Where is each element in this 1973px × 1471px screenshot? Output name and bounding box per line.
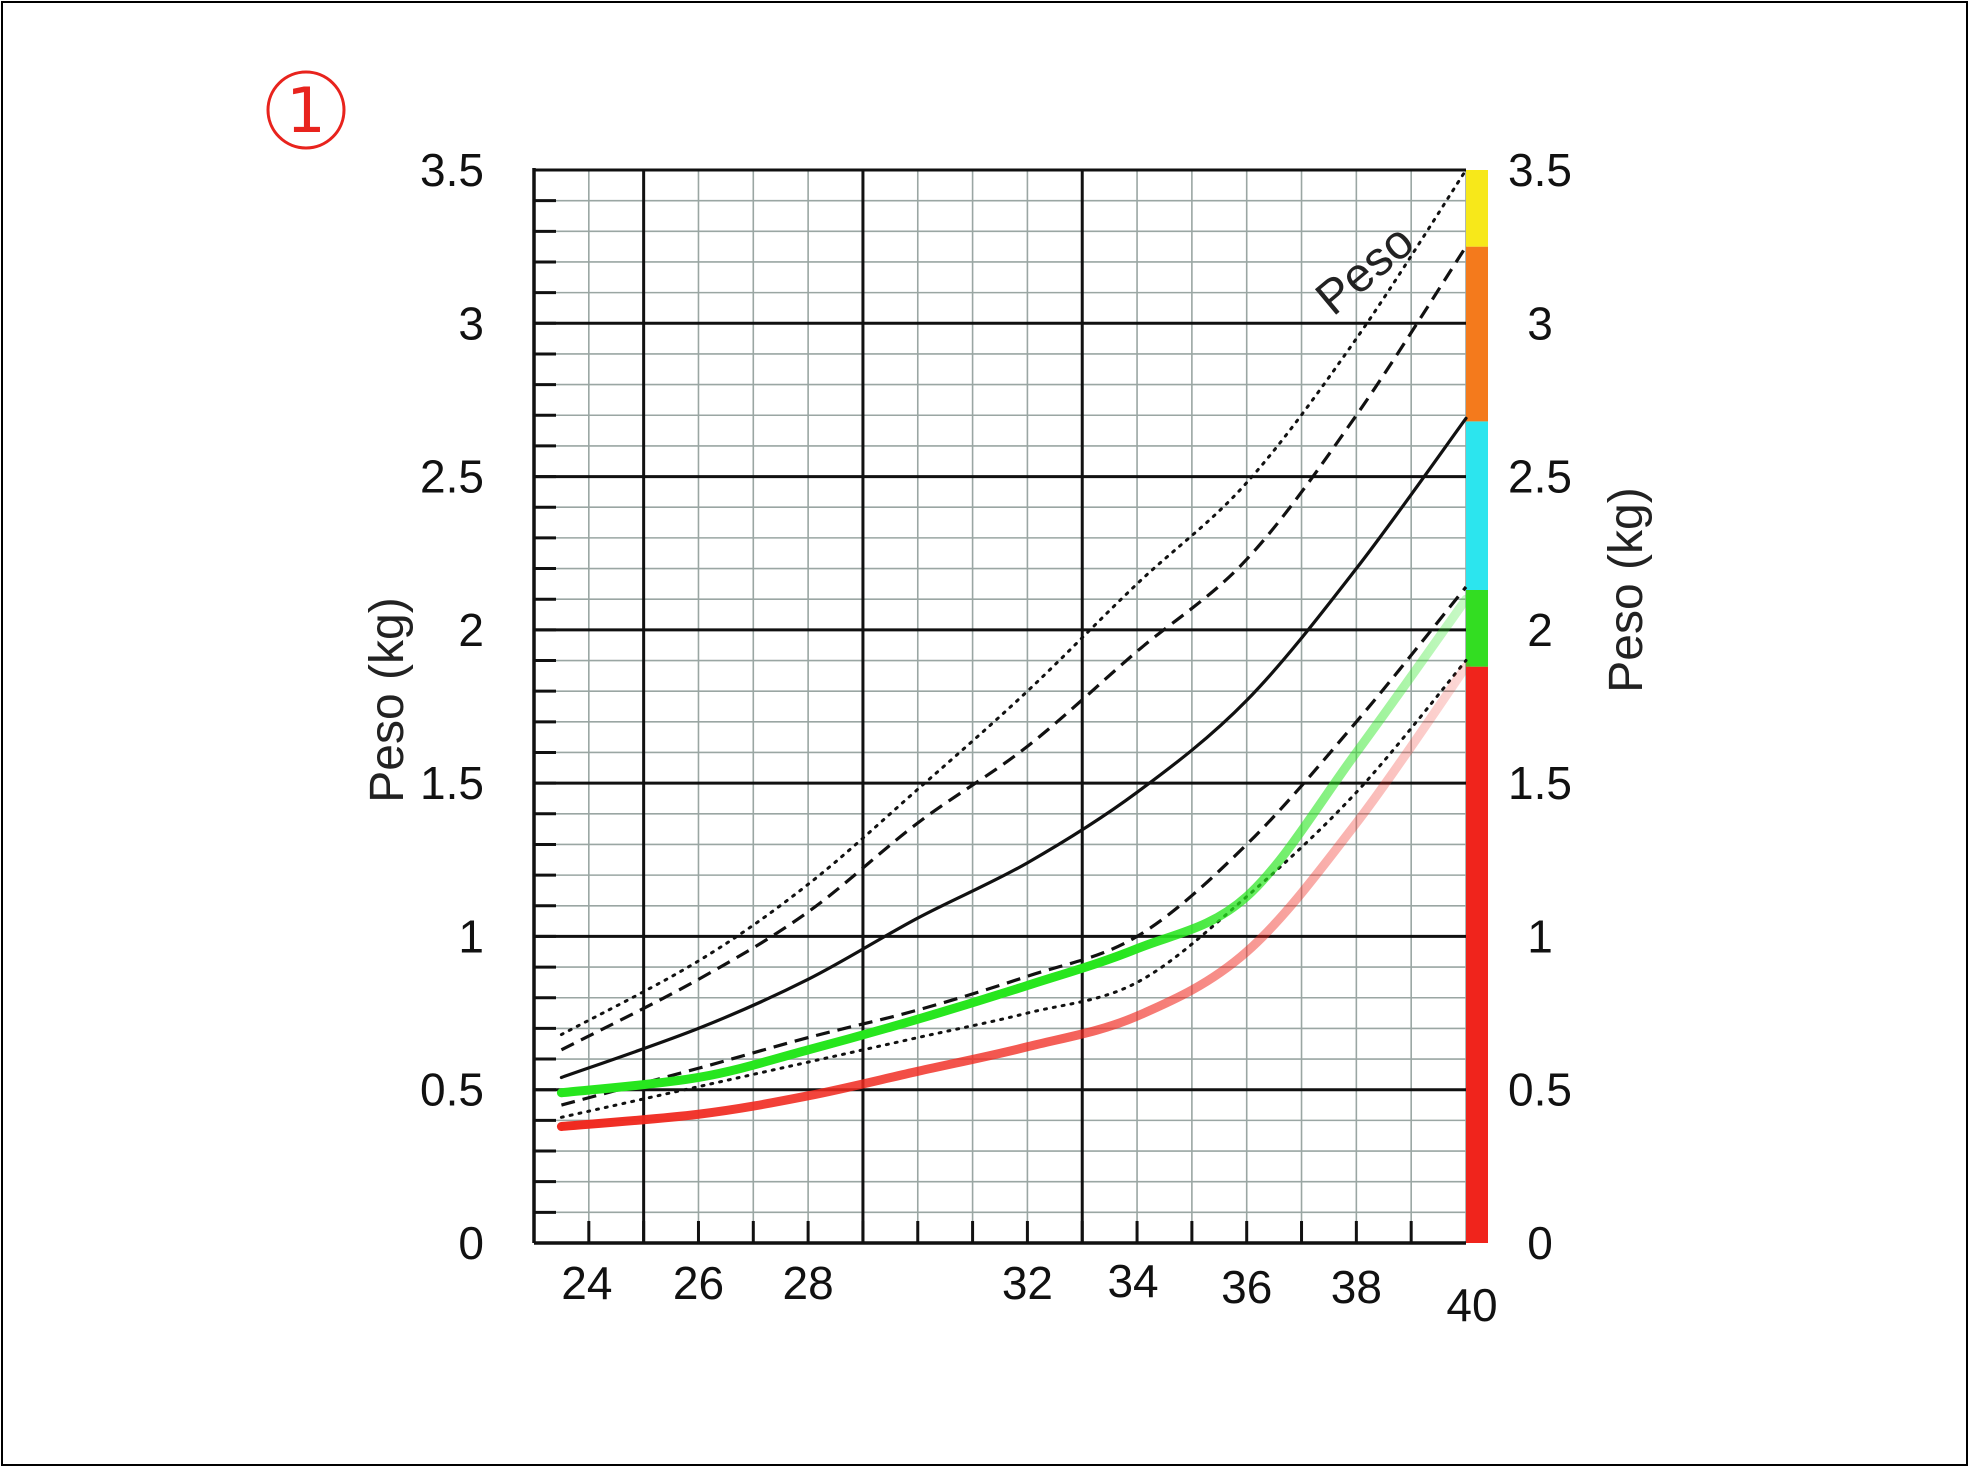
- curve-thick-6: [556, 594, 1471, 1098]
- x-tick-label: 38: [1331, 1261, 1382, 1313]
- x-tick-label: 34: [1107, 1255, 1158, 1307]
- y-tick-label-right: 3: [1527, 297, 1553, 349]
- badge: 1: [266, 70, 346, 150]
- y-axis-title-right: Peso (kg): [1600, 487, 1653, 692]
- y-tick-label-left: 2.5: [420, 451, 484, 503]
- curve-thick-7: [556, 662, 1471, 1131]
- y-tick-label-left: 2: [458, 604, 484, 656]
- y-tick-label-left: 3.5: [420, 144, 484, 196]
- axes: [532, 168, 1466, 1245]
- curves: [556, 168, 1471, 1131]
- x-tick-label: 36: [1221, 1261, 1272, 1313]
- color-band: [1466, 170, 1488, 247]
- curve-dotted-5: [559, 659, 1468, 1119]
- tick-labels: 24 26 28 32 34 36 38 40 0 0 0.5 0.5 1 1 1.5 1.5 2 2 2.5 2.5…: [420, 144, 1572, 1331]
- x-tick-label: 32: [1002, 1257, 1053, 1309]
- x-tick-label: 24: [561, 1257, 612, 1309]
- y-tick-label-right: 1.5: [1508, 757, 1572, 809]
- y-tick-label-right: 3.5: [1508, 144, 1572, 196]
- x-tick-label: 26: [673, 1257, 724, 1309]
- y-tick-label-right: 2.5: [1508, 451, 1572, 503]
- badge-circle: [266, 70, 346, 150]
- color-band: [1466, 666, 1488, 1243]
- color-band: [1466, 421, 1488, 591]
- badge-number: 1: [286, 74, 325, 147]
- y-tick-label-left: 0.5: [420, 1064, 484, 1116]
- color-band: [1466, 246, 1488, 422]
- y-tick-label-left: 1.5: [420, 757, 484, 809]
- y-tick-label-left: 0: [458, 1217, 484, 1269]
- curve-solid-3: [559, 416, 1468, 1080]
- y-tick-label-right: 2: [1527, 604, 1553, 656]
- curve-dotted-1: [559, 168, 1468, 1037]
- x-tick-label: 40: [1446, 1279, 1497, 1331]
- color-scale-bar: [1466, 170, 1488, 1243]
- color-band: [1466, 590, 1488, 667]
- y-tick-label-left: 1: [458, 910, 484, 962]
- y-tick-label-right: 0: [1527, 1217, 1553, 1269]
- y-axis-title-left: Peso (kg): [361, 597, 414, 802]
- y-tick-label-right: 1: [1527, 910, 1553, 962]
- y-tick-label-right: 0.5: [1508, 1064, 1572, 1116]
- x-tick-label: 28: [783, 1257, 834, 1309]
- curve-dashed-4: [560, 585, 1468, 1107]
- curve-dashed-2: [560, 245, 1468, 1052]
- y-tick-label-left: 3: [458, 297, 484, 349]
